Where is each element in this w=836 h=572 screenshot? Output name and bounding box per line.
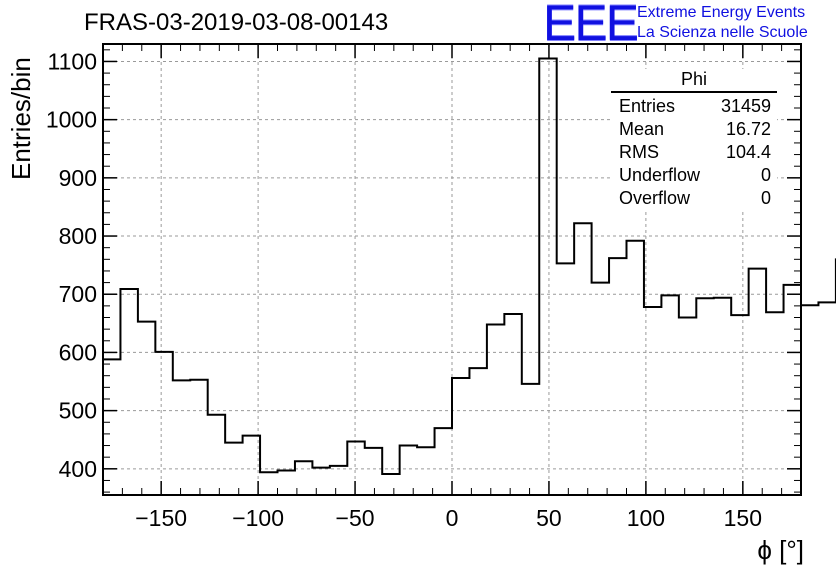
stat-label: Underflow [619,165,701,185]
histogram-bin [592,283,609,495]
stats-row: Mean 16.72 [611,118,777,141]
stats-box: Phi Entries 31459 Mean 16.72 RMS 104.4 Unde… [611,69,777,210]
histogram-bin [400,446,417,495]
histogram-bin [731,315,748,495]
histogram-bin [452,378,469,495]
logo-line-2: La Scienza nelle Scuole [637,24,808,41]
stats-row: Underflow 0 [611,164,777,187]
x-axis-label: ϕ [°] [757,535,804,565]
stat-value: 31459 [720,96,771,116]
stat-value: 16.72 [725,119,771,139]
histogram-bin [539,59,556,495]
histogram-bin [208,415,225,495]
histogram-bin [784,285,801,495]
histogram-bin [661,295,678,495]
y-tick-label: 400 [59,456,97,482]
tick-labels: −150 −100 −50 0 50 100 150 400 500 600 700 800 900 10… [46,48,762,531]
stats-row: Overflow 0 [611,187,777,210]
x-tick-label: −100 [232,505,284,531]
y-tick-label: 600 [59,339,97,365]
x-tick-label: 100 [627,505,665,531]
histogram-bin [190,380,207,495]
histogram-bin [609,258,626,495]
histogram-bin [557,263,574,495]
histogram-bin [260,472,277,495]
histogram-bin [522,384,539,495]
chart-title: FRAS-03-2019-03-08-00143 [84,9,389,36]
histogram-bin [504,314,521,495]
stat-label: RMS [619,142,659,162]
histogram-bin [278,471,295,495]
y-tick-label: 900 [59,165,97,191]
histogram-bin [749,269,766,495]
histogram-bin [766,312,783,495]
histogram-series [103,57,836,495]
histogram-bin [225,443,242,495]
stat-value: 104.4 [725,142,771,162]
x-tick-label: −150 [135,505,187,531]
histogram-bin [818,302,835,495]
histogram-bin [435,428,452,495]
histogram-bin [487,324,504,495]
histogram-step-line [103,57,836,476]
histogram-bin [644,307,661,495]
x-tick-label: −50 [336,505,375,531]
y-tick-label: 500 [59,398,97,424]
y-tick-label: 1000 [46,107,97,133]
y-axis-label: Entries/bin [6,57,36,180]
histogram-bin [365,448,382,495]
histogram-bin [627,241,644,495]
histogram-bin [469,368,486,495]
stats-title: Phi [611,69,777,93]
stats-row: RMS 104.4 [611,141,777,164]
histogram-bin [330,466,347,495]
x-tick-label: 0 [446,505,459,531]
stat-label: Overflow [619,188,691,208]
y-tick-label: 800 [59,223,97,249]
histogram-bin [295,461,312,495]
stats-row: Entries 31459 [611,95,777,118]
logo-line-1: Extreme Energy Events [637,4,806,21]
stat-value: 0 [760,165,771,185]
histogram-bin [155,352,172,495]
x-tick-label: 50 [536,505,562,531]
histogram-bin [714,298,731,495]
histogram-bin [801,305,818,495]
histogram-bin [120,289,137,495]
stat-label: Mean [619,119,665,139]
histogram-bin [696,298,713,495]
x-tick-label: 150 [724,505,762,531]
histogram-bin [382,474,399,495]
stat-label: Entries [619,96,676,116]
histogram-bin [574,223,591,495]
histogram-bin [417,447,434,495]
axis-ticks [102,44,802,495]
histogram-bin [312,468,329,495]
stat-value: 0 [760,188,771,208]
histogram-bin [173,380,190,495]
eee-logo: EEE [543,0,639,51]
y-tick-label: 700 [59,281,97,307]
y-tick-label: 1100 [48,48,97,74]
histogram-bin [347,441,364,495]
histogram-bin [103,359,120,495]
